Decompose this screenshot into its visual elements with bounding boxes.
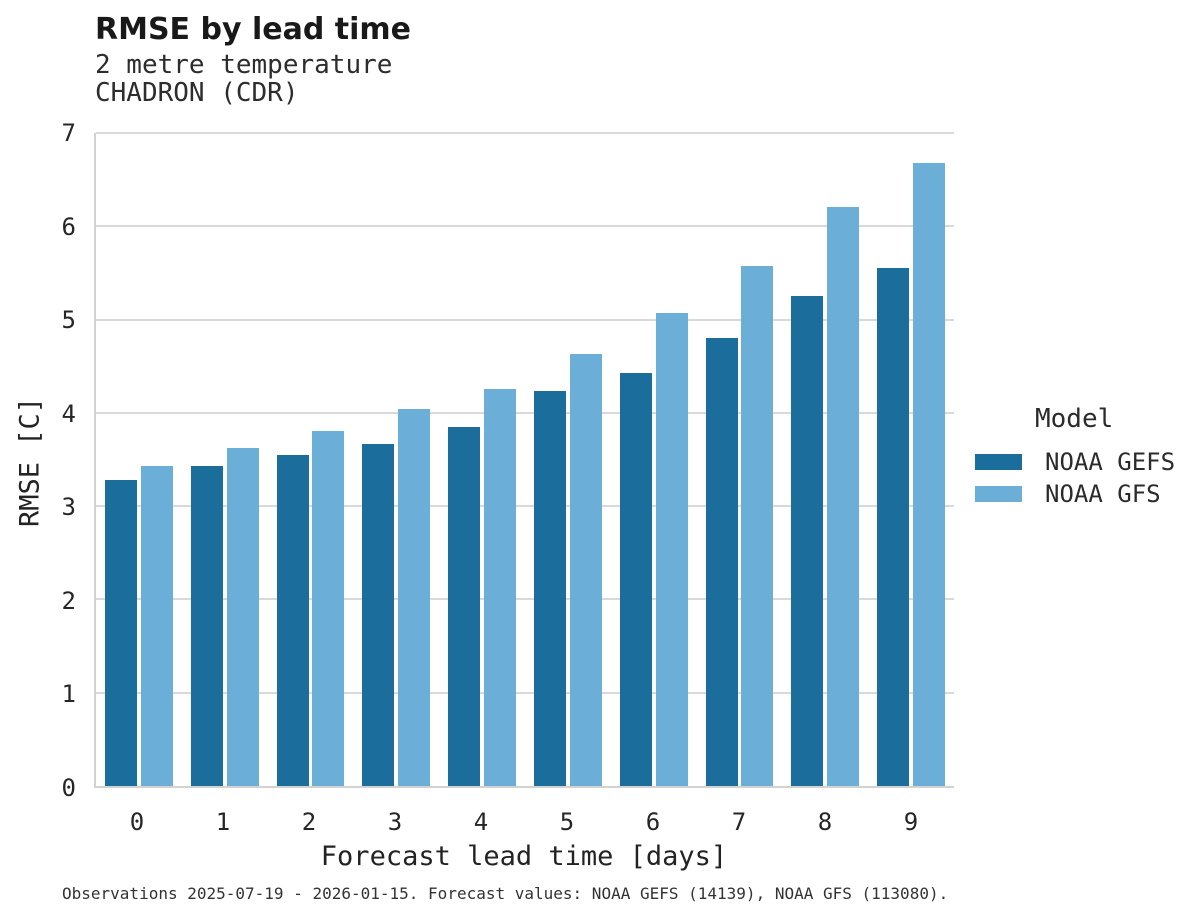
legend: Model NOAA GEFS NOAA GFS bbox=[963, 404, 1193, 510]
bar-noaa-gfs-lead-2 bbox=[312, 430, 345, 786]
y-axis-tick-labels: 0 1 2 3 4 5 6 7 bbox=[0, 121, 76, 800]
bar-noaa-gfs-lead-9 bbox=[912, 162, 945, 786]
x-tick-label: 7 bbox=[731, 808, 747, 836]
y-tick-label: 0 bbox=[61, 774, 76, 802]
x-axis-tick-labels: 0 1 2 3 4 5 6 7 8 9 bbox=[94, 806, 954, 838]
legend-item-noaa-gefs: NOAA GEFS bbox=[963, 446, 1193, 478]
plot-area bbox=[94, 132, 954, 788]
x-tick-label: 9 bbox=[903, 808, 919, 836]
gridline bbox=[96, 411, 954, 414]
bar-noaa-gefs-lead-8 bbox=[791, 296, 824, 786]
gridline bbox=[96, 132, 954, 134]
gridline bbox=[96, 598, 954, 601]
y-tick-label: 7 bbox=[61, 119, 76, 147]
bar-noaa-gefs-lead-2 bbox=[276, 454, 309, 786]
chart-subtitle-variable: 2 metre temperature bbox=[95, 50, 393, 80]
bar-noaa-gefs-lead-1 bbox=[190, 466, 223, 786]
caption: Observations 2025-07-19 - 2026-01-15. Fo… bbox=[62, 884, 949, 903]
x-tick-label: 5 bbox=[559, 808, 575, 836]
bar-noaa-gfs-lead-5 bbox=[569, 354, 602, 786]
bar-noaa-gfs-lead-7 bbox=[741, 266, 774, 786]
y-tick-label: 3 bbox=[61, 493, 76, 522]
x-tick-label: 2 bbox=[301, 808, 317, 836]
bar-noaa-gfs-lead-8 bbox=[827, 206, 860, 786]
x-tick-label: 3 bbox=[387, 808, 403, 836]
legend-item-noaa-gfs: NOAA GFS bbox=[963, 478, 1193, 510]
bar-noaa-gfs-lead-0 bbox=[140, 466, 173, 786]
x-tick-label: 4 bbox=[473, 808, 489, 836]
bar-noaa-gefs-lead-7 bbox=[705, 338, 738, 786]
x-axis-title: Forecast lead time [days] bbox=[320, 841, 728, 872]
bar-noaa-gefs-lead-4 bbox=[448, 426, 481, 786]
bar-noaa-gefs-lead-5 bbox=[534, 391, 567, 786]
gridline bbox=[96, 225, 954, 228]
x-tick-label: 8 bbox=[817, 808, 833, 836]
x-tick-label: 6 bbox=[645, 808, 661, 836]
y-tick-label: 5 bbox=[61, 306, 76, 335]
bar-noaa-gfs-lead-4 bbox=[483, 388, 516, 786]
legend-items: NOAA GEFS NOAA GFS bbox=[963, 446, 1193, 510]
chart-subtitle-station: CHADRON (CDR) bbox=[95, 78, 299, 108]
y-tick-label: 2 bbox=[61, 586, 76, 615]
legend-swatch-noaa-gefs bbox=[975, 454, 1022, 470]
y-tick-label: 6 bbox=[61, 212, 76, 241]
bar-noaa-gfs-lead-6 bbox=[655, 313, 688, 786]
legend-label: NOAA GEFS bbox=[1045, 448, 1176, 476]
legend-swatch-noaa-gfs bbox=[975, 486, 1022, 502]
gridline bbox=[96, 691, 954, 694]
chart-title: RMSE by lead time bbox=[95, 12, 411, 47]
y-tick-label: 1 bbox=[61, 680, 76, 709]
bar-noaa-gefs-lead-3 bbox=[362, 443, 395, 786]
bar-noaa-gefs-lead-0 bbox=[105, 480, 138, 786]
bar-noaa-gefs-lead-6 bbox=[619, 372, 652, 786]
y-tick-label: 4 bbox=[61, 399, 76, 428]
bar-noaa-gfs-lead-1 bbox=[226, 448, 259, 786]
bar-noaa-gfs-lead-3 bbox=[398, 409, 431, 786]
bar-noaa-gefs-lead-9 bbox=[877, 268, 910, 786]
legend-title: Model bbox=[1035, 404, 1114, 434]
x-tick-label: 0 bbox=[129, 808, 145, 836]
gridline bbox=[96, 318, 954, 321]
gridline bbox=[96, 505, 954, 508]
x-tick-label: 1 bbox=[215, 808, 231, 836]
legend-label: NOAA GFS bbox=[1045, 480, 1161, 508]
